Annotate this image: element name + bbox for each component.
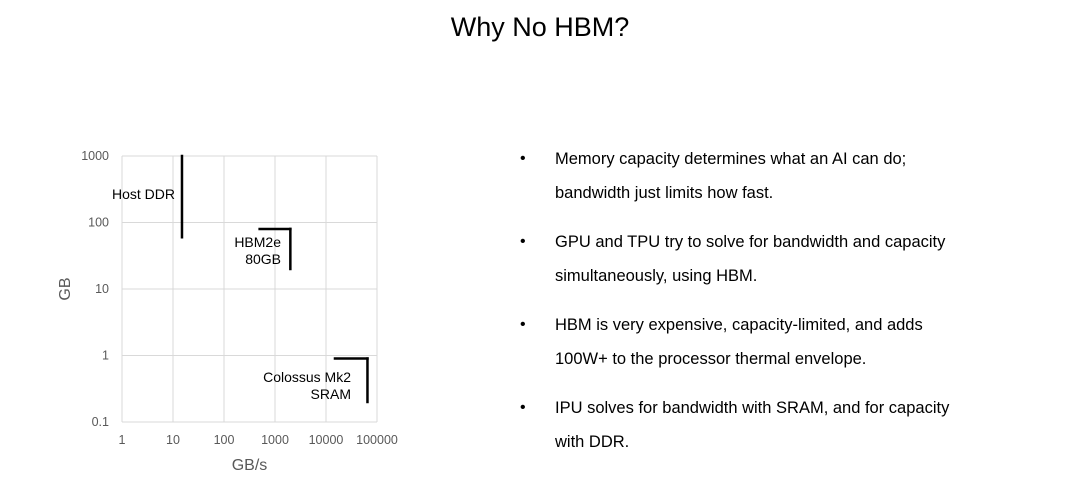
series-label: Host DDR	[112, 186, 175, 202]
bullet-item: • HBM is very expensive, capacity-limite…	[520, 308, 1060, 376]
bullet-text-line: 100W+ to the processor thermal envelope.	[555, 350, 867, 368]
x-tick-label: 10000	[309, 433, 344, 447]
bullet-text-line: bandwidth just limits how fast.	[555, 184, 774, 202]
x-tick-label: 100	[214, 433, 235, 447]
y-tick-label: 100	[88, 216, 109, 230]
chart-ticks: 1 10 100 1000 10000 100000 0.1 1 10 100 1000	[81, 149, 398, 447]
bullet-text-line: IPU solves for bandwidth with SRAM, and …	[555, 399, 950, 417]
series-label: SRAM	[311, 386, 351, 402]
bullet-text-line: simultaneously, using HBM.	[555, 267, 758, 285]
bullet-text-line: HBM is very expensive, capacity-limited,…	[555, 316, 923, 334]
bullet-text-line: with DDR.	[555, 433, 630, 451]
x-tick-label: 1000	[261, 433, 289, 447]
y-tick-label: 10	[95, 282, 109, 296]
bullet-marker: •	[520, 316, 526, 333]
bullet-marker: •	[520, 399, 526, 416]
series-label: HBM2e	[234, 234, 281, 250]
x-tick-label: 100000	[356, 433, 398, 447]
y-tick-label: 1	[102, 349, 109, 363]
x-axis-label: GB/s	[232, 457, 268, 474]
y-tick-label: 1000	[81, 149, 109, 163]
bullet-marker: •	[520, 233, 526, 250]
slide-title: Why No HBM?	[450, 12, 630, 42]
x-tick-label: 1	[119, 433, 126, 447]
series-label: 80GB	[245, 251, 281, 267]
bullet-text-line: Memory capacity determines what an AI ca…	[555, 150, 907, 168]
y-axis-label: GB	[57, 277, 74, 300]
bullet-item: • IPU solves for bandwidth with SRAM, an…	[520, 391, 1060, 459]
x-tick-label: 10	[166, 433, 180, 447]
y-tick-label: 0.1	[92, 415, 109, 429]
series-label: Colossus Mk2	[263, 369, 351, 385]
bullet-list: • Memory capacity determines what an AI …	[520, 142, 1060, 474]
bullet-item: • GPU and TPU try to solve for bandwidth…	[520, 225, 1060, 293]
bullet-item: • Memory capacity determines what an AI …	[520, 142, 1060, 210]
bullet-text-line: GPU and TPU try to solve for bandwidth a…	[555, 233, 946, 251]
bullet-marker: •	[520, 150, 526, 167]
chart-grid	[121, 155, 378, 423]
